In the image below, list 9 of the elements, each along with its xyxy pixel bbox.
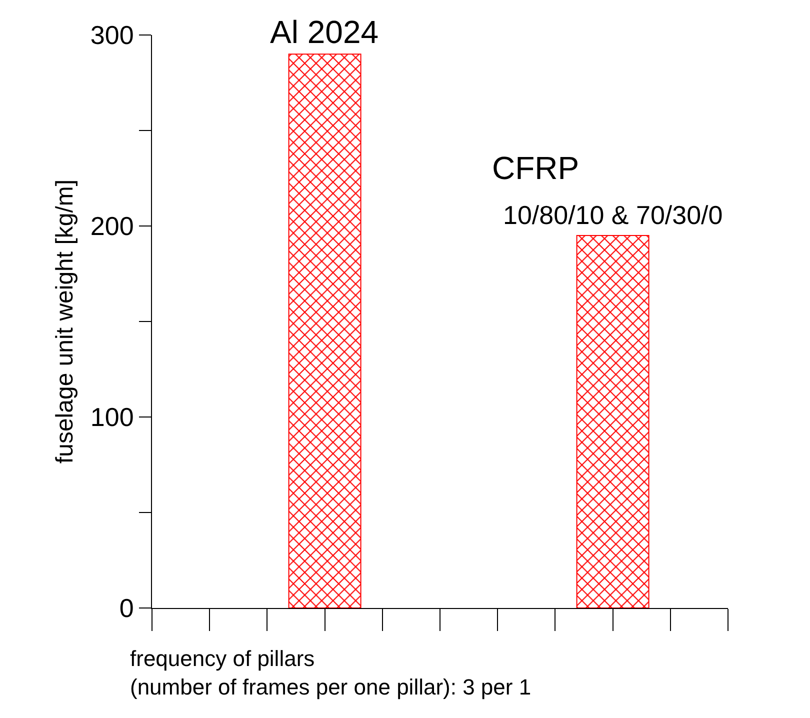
x-axis-title: frequency of pillars (number of frames per one pillar): 3 per 1 <box>130 646 532 700</box>
annotation: CFRP <box>492 150 580 186</box>
y-tick-label: 0 <box>119 593 134 624</box>
y-axis-title: fuselage unit weight [kg/m] <box>52 179 79 464</box>
annotation: 10/80/10 & 70/30/0 <box>503 200 723 230</box>
annotation: Al 2024 <box>270 14 379 50</box>
y-tick-label: 300 <box>90 20 134 50</box>
y-tick-label: 200 <box>90 211 134 242</box>
y-tick-label: 100 <box>90 402 134 432</box>
